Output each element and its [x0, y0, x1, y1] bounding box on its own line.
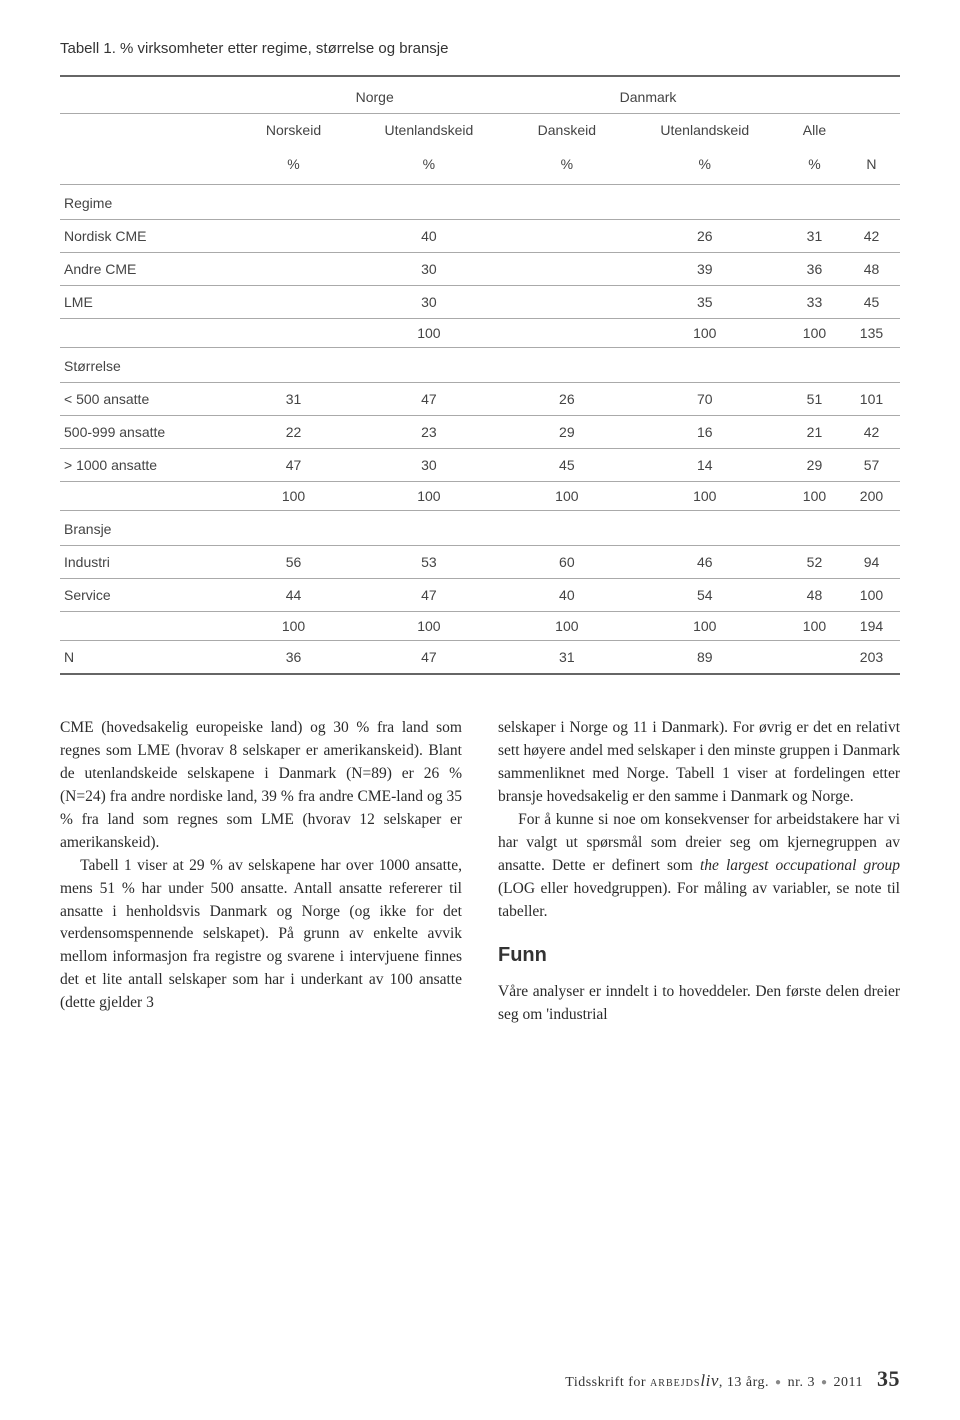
section-storrelse: Størrelse [60, 348, 900, 383]
col-header: Utenlandskeid [348, 114, 510, 149]
section-regime: Regime [60, 185, 900, 220]
table-row: Industri565360465294 [60, 546, 900, 579]
n-row: N36473189203 [60, 641, 900, 675]
section-heading: Funn [498, 941, 900, 971]
col-header: Norskeid [239, 114, 347, 149]
table-row: < 500 ansatte3147267051101 [60, 383, 900, 416]
col-header: Utenlandskeid [624, 114, 786, 149]
group-norge: Norge [239, 76, 510, 114]
page-number: 35 [877, 1366, 900, 1391]
body-columns: CME (hovedsakelig europeiske land) og 30… [60, 717, 900, 1027]
table-row: Andre CME30393648 [60, 253, 900, 286]
page-footer: Tidsskrift for arbejdsliv, 13 årg. ● nr.… [565, 1366, 900, 1392]
group-header-row: Norge Danmark [60, 76, 900, 114]
data-table: Norge Danmark Norskeid Utenlandskeid Dan… [60, 75, 900, 675]
subtotal-row: 100100100135 [60, 319, 900, 348]
table-row: 500-999 ansatte222329162142 [60, 416, 900, 449]
pct-row: % % % % % N [60, 148, 900, 185]
subtotal-row: 100100100100100194 [60, 612, 900, 641]
left-column: CME (hovedsakelig europeiske land) og 30… [60, 717, 462, 1027]
paragraph: selskaper i Norge og 11 i Danmark). For … [498, 717, 900, 809]
section-bransje: Bransje [60, 511, 900, 546]
bullet-icon: ● [821, 1377, 828, 1388]
table-row: Nordisk CME40263142 [60, 220, 900, 253]
col-header-row: Norskeid Utenlandskeid Danskeid Utenland… [60, 114, 900, 149]
paragraph: Tabell 1 viser at 29 % av selskapene har… [60, 855, 462, 1016]
paragraph: CME (hovedsakelig europeiske land) og 30… [60, 717, 462, 855]
paragraph: Våre analyser er inndelt i to hoveddeler… [498, 981, 900, 1027]
table-row: LME30353345 [60, 286, 900, 319]
right-column: selskaper i Norge og 11 i Danmark). For … [498, 717, 900, 1027]
table-caption: Tabell 1. % virksomheter etter regime, s… [60, 40, 900, 57]
col-header [843, 114, 900, 149]
table-row: > 1000 ansatte473045142957 [60, 449, 900, 482]
paragraph: For å kunne si noe om konsekvenser for a… [498, 809, 900, 924]
col-header: Danskeid [510, 114, 623, 149]
subtotal-row: 100100100100100200 [60, 482, 900, 511]
col-header: Alle [786, 114, 843, 149]
group-danmark: Danmark [510, 76, 786, 114]
bullet-icon: ● [775, 1377, 782, 1388]
table-row: Service4447405448100 [60, 579, 900, 612]
